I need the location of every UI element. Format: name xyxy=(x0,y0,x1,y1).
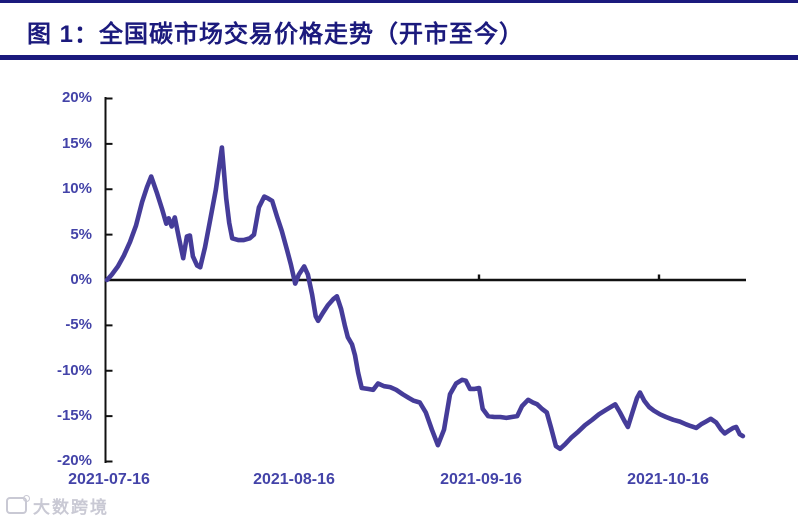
y-axis-tick-label: -15% xyxy=(56,407,92,424)
y-axis-tick-label: -10% xyxy=(56,362,92,379)
watermark-text: 大数跨境 xyxy=(33,498,109,517)
y-axis-tick-label: 10% xyxy=(61,180,92,197)
y-axis-tick-label: -20% xyxy=(56,452,92,469)
y-axis-tick-label: 20% xyxy=(61,89,92,106)
price-trend-line xyxy=(104,145,746,452)
title-underline-rule xyxy=(0,55,798,60)
y-axis-tick-label: -5% xyxy=(65,316,92,333)
watermark-logo-icon xyxy=(6,495,30,514)
page-title: 图 1：全国碳市场交易价格走势（开市至今） xyxy=(27,21,525,48)
x-axis-tick-label: 2021-07-16 xyxy=(68,471,150,488)
y-axis-tick-label: 0% xyxy=(70,271,92,288)
x-axis-tick-label: 2021-10-16 xyxy=(627,471,709,488)
y-axis-tick-label: 5% xyxy=(70,226,92,243)
y-axis-tick-label: 15% xyxy=(61,135,92,152)
x-axis-tick-label: 2021-09-16 xyxy=(440,471,522,488)
x-axis-tick-label: 2021-08-16 xyxy=(253,471,335,488)
top-border-rule xyxy=(0,0,798,3)
watermark: 大数跨境 xyxy=(6,493,109,518)
